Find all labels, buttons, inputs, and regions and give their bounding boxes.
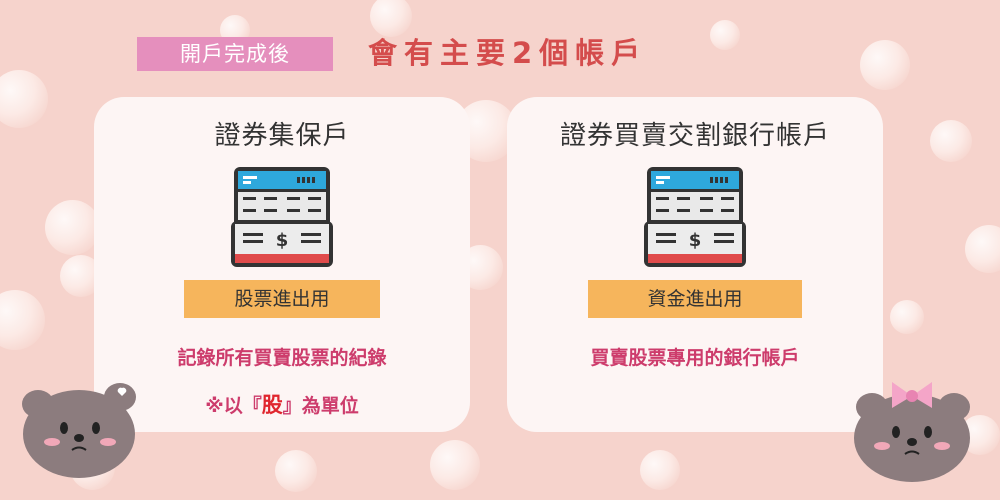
background-bubble [0, 290, 45, 350]
page-headline: 會有主要2個帳戶 [368, 36, 648, 70]
bear-mascot-right [854, 382, 970, 482]
bank-statement-icon: $ [231, 167, 333, 267]
background-bubble [430, 440, 480, 490]
background-bubble [965, 225, 1000, 273]
bank-statement-icon: $ [644, 167, 746, 267]
unit-note-suffix: 』為單位 [282, 395, 359, 417]
card-settlement-bank: 證券買賣交割銀行帳戶 $ 資金進出用 買賣股票專用的銀行帳戶 [507, 97, 883, 432]
background-bubble [930, 120, 972, 162]
unit-note-prefix: ※以『 [205, 395, 262, 417]
background-bubble [45, 200, 100, 255]
background-bubble [860, 40, 910, 90]
card-securities-custody: 證券集保戶 $ 股票進出用 記錄所有買賣股票的紀錄 ※以『股』為單位 [94, 97, 470, 432]
card-title: 證券集保戶 [214, 121, 350, 151]
label-bar: 股票進出用 [184, 280, 380, 318]
background-bubble [890, 300, 924, 334]
unit-note-highlight: 股 [261, 393, 283, 417]
card-description: 買賣股票專用的銀行帳戶 [590, 347, 800, 369]
card-title: 證券買賣交割銀行帳戶 [559, 121, 830, 151]
unit-note: ※以『股』為單位 [94, 389, 470, 419]
bear-mascot-left [22, 383, 136, 478]
background-bubble [370, 0, 412, 37]
background-bubble [640, 450, 680, 490]
svg-text:$: $ [689, 230, 702, 251]
label-bar: 資金進出用 [588, 280, 802, 318]
background-bubble [710, 20, 740, 50]
background-bubble [275, 450, 317, 492]
background-bubble [0, 70, 48, 128]
card-description: 記錄所有買賣股票的紀錄 [177, 347, 387, 369]
svg-text:$: $ [276, 230, 289, 251]
section-tag: 開戶完成後 [137, 37, 333, 71]
